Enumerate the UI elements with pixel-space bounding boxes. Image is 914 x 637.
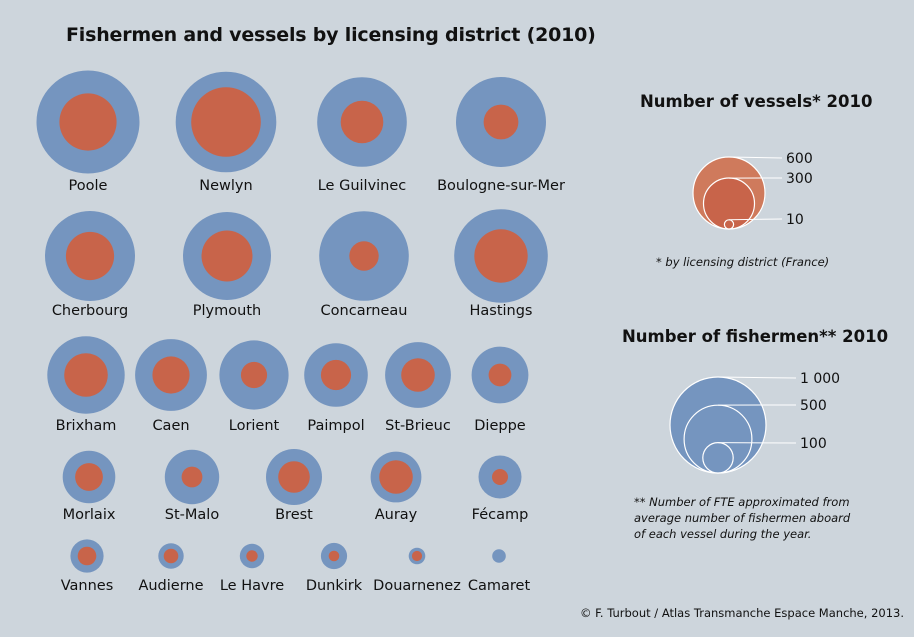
district-brixham: Brixham	[47, 336, 125, 434]
district-label: Auray	[375, 507, 418, 523]
district-label: Audierne	[138, 578, 203, 594]
vessels-bubble	[65, 231, 115, 281]
district-label: Le Havre	[220, 578, 284, 594]
district-hastings: Hastings	[454, 209, 548, 319]
district-vannes: Vannes	[61, 539, 114, 594]
district-boulogne-sur-mer: Boulogne-sur-Mer	[437, 77, 565, 194]
vessels-legend-circle-10	[723, 219, 735, 230]
fishermen-legend-label: 100	[800, 436, 827, 452]
vessels-legend-title: Number of vessels* 2010	[640, 92, 873, 111]
vessels-legend-label: 600	[786, 151, 813, 167]
district-label: Caen	[152, 418, 189, 434]
vessels-legend-label: 300	[786, 171, 813, 187]
vessels-bubble	[328, 550, 340, 562]
fishermen-note-line-1: ** Number of FTE approximated from	[634, 495, 850, 509]
vessels-bubble	[59, 93, 117, 151]
district-caen: Caen	[135, 339, 207, 434]
district-label: Fécamp	[472, 507, 529, 523]
vessels-bubble	[492, 469, 508, 485]
chart-title: Fishermen and vessels by licensing distr…	[66, 24, 596, 46]
vessels-bubble	[488, 363, 512, 387]
vessels-bubble	[181, 466, 203, 488]
district-label: Morlaix	[63, 507, 116, 523]
district-label: Newlyn	[199, 178, 252, 194]
vessels-bubble	[163, 548, 179, 564]
vessels-bubble	[278, 461, 310, 493]
fishermen-legend-label: 1 000	[800, 371, 840, 387]
district-label: Hastings	[469, 303, 532, 319]
district-label: Brest	[275, 507, 313, 523]
vessels-legend-leader	[728, 218, 783, 221]
vessels-bubble	[201, 230, 253, 282]
district-audierne: Audierne	[138, 543, 204, 594]
fishermen-legend-symbols: 1 000 500 100	[669, 371, 840, 474]
fishermen-legend-leader	[717, 376, 797, 379]
district-label: Concarneau	[321, 303, 408, 319]
vessels-bubble	[77, 546, 97, 566]
district-label: Dunkirk	[306, 578, 363, 594]
vessels-legend-note: * by licensing district (France)	[656, 255, 830, 269]
district-brest: Brest	[266, 449, 322, 523]
fishermen-legend-title: Number of fishermen** 2010	[622, 327, 889, 346]
vessels-bubble	[75, 463, 103, 491]
district-auray: Auray	[370, 451, 422, 523]
vessels-bubble	[152, 356, 190, 394]
district-morlaix: Morlaix	[63, 450, 116, 523]
district-label: Brixham	[56, 418, 117, 434]
district-label: St-Brieuc	[385, 418, 451, 434]
fishermen-legend-circle-100	[702, 441, 734, 474]
vessels-legend-leader	[728, 156, 783, 159]
district-bubbles: Poole Newlyn Le Guilvinec Boulogne-sur-Mer C…	[36, 70, 565, 594]
vessels-bubble	[401, 358, 435, 392]
district-label: Dieppe	[474, 418, 526, 434]
vessels-bubble	[240, 361, 268, 389]
district-douarnenez: Douarnenez	[373, 547, 461, 594]
district-label: Lorient	[229, 418, 280, 434]
district-f-camp: Fécamp	[472, 455, 529, 523]
vessels-legend-label: 10	[786, 212, 804, 228]
district-label: Poole	[69, 178, 108, 194]
district-concarneau: Concarneau	[319, 211, 409, 319]
credit: © F. Turbout / Atlas Transmanche Espace …	[579, 606, 904, 620]
district-label: Camaret	[468, 578, 531, 594]
district-le-guilvinec: Le Guilvinec	[317, 77, 407, 194]
district-camaret: Camaret	[468, 549, 531, 594]
district-poole: Poole	[36, 70, 140, 194]
district-dunkirk: Dunkirk	[306, 542, 363, 594]
fishermen-legend-note: ** Number of FTE approximated from avera…	[634, 494, 850, 542]
district-label: Le Guilvinec	[318, 178, 407, 194]
vessels-bubble	[483, 104, 519, 140]
vessels-bubble	[349, 241, 379, 271]
vessels-legend-symbols: 600 300 10	[692, 151, 813, 230]
district-label: Vannes	[61, 578, 114, 594]
vessels-bubble	[64, 353, 108, 397]
district-le-havre: Le Havre	[220, 543, 284, 594]
district-newlyn: Newlyn	[175, 71, 277, 194]
fishermen-note-line-3: of each vessel during the year.	[634, 527, 812, 541]
district-paimpol: Paimpol	[304, 343, 368, 434]
district-label: Plymouth	[193, 303, 261, 319]
district-st-brieuc: St-Brieuc	[385, 342, 451, 434]
vessels-bubble	[474, 229, 528, 283]
vessels-bubble	[191, 87, 261, 157]
district-plymouth: Plymouth	[183, 212, 271, 319]
district-cherbourg: Cherbourg	[45, 211, 135, 319]
district-label: Boulogne-sur-Mer	[437, 178, 565, 194]
vessels-bubble	[340, 100, 384, 144]
vessels-bubble	[411, 550, 423, 562]
district-dieppe: Dieppe	[471, 346, 529, 434]
vessels-bubble	[320, 359, 352, 391]
fishermen-note-line-2: average number of fishermen aboard	[634, 511, 851, 525]
district-st-malo: St-Malo	[165, 449, 220, 523]
vessels-bubble	[246, 550, 258, 562]
fishermen-legend-label: 500	[800, 398, 827, 414]
fishermen-bubble	[492, 549, 506, 563]
vessels-bubble	[379, 460, 413, 494]
district-lorient: Lorient	[219, 340, 289, 434]
district-label: Paimpol	[307, 418, 364, 434]
district-label: St-Malo	[165, 507, 220, 523]
district-label: Douarnenez	[373, 578, 461, 594]
district-label: Cherbourg	[52, 303, 128, 319]
